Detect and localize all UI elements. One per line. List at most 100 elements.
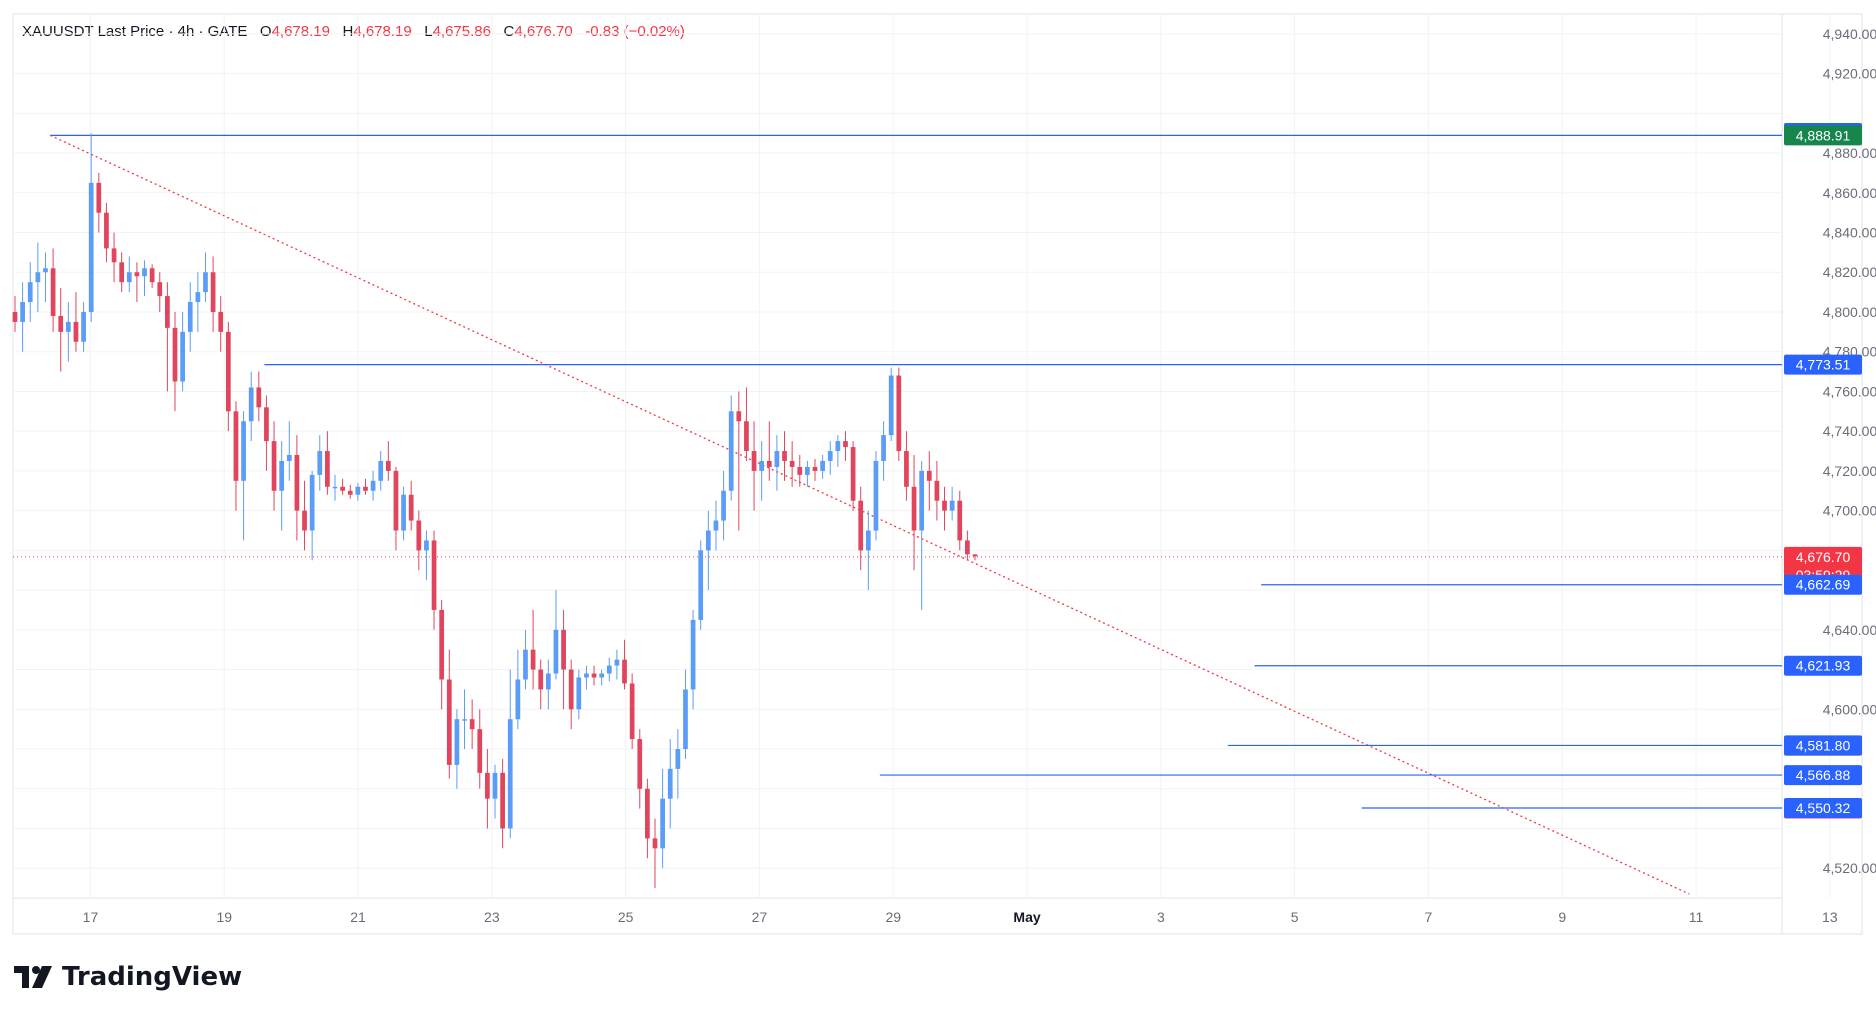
candle-body xyxy=(873,460,879,531)
candle-body xyxy=(538,669,544,690)
candle xyxy=(652,818,658,889)
candle xyxy=(126,256,132,293)
candle-body xyxy=(225,331,231,412)
candle xyxy=(675,729,681,799)
candle xyxy=(248,371,254,442)
candle xyxy=(766,421,772,481)
candle xyxy=(660,768,665,869)
candle-body xyxy=(812,466,818,471)
candle-body xyxy=(363,486,368,491)
candle xyxy=(35,242,41,312)
candle-body xyxy=(462,719,467,721)
price-tick-label: 4,760.00 xyxy=(1823,383,1876,399)
candle xyxy=(20,282,25,352)
time-tick-label: 3 xyxy=(1157,909,1165,925)
candle-body xyxy=(736,411,742,422)
candle xyxy=(485,749,490,829)
candle xyxy=(431,530,437,630)
candle xyxy=(469,699,475,750)
candle xyxy=(705,510,711,591)
candle xyxy=(111,232,117,283)
candle-body xyxy=(637,739,643,789)
candle-body xyxy=(347,490,353,495)
candle xyxy=(865,510,871,591)
symbol-name[interactable]: XAUUSDT Last Price xyxy=(22,23,165,40)
candle xyxy=(347,484,353,499)
candle xyxy=(919,460,925,610)
candle xyxy=(325,431,330,495)
candle xyxy=(629,673,635,750)
candle-body xyxy=(142,268,147,277)
candle-body xyxy=(43,268,48,273)
candle-body xyxy=(523,649,528,680)
chart-header: XAUUSDT Last Price · 4h · GATE O4,678.19… xyxy=(22,23,685,40)
candle xyxy=(355,482,361,501)
candle xyxy=(279,441,285,531)
price-tick-label: 4,720.00 xyxy=(1823,463,1876,479)
candle xyxy=(73,292,79,352)
candle xyxy=(195,272,201,332)
candle xyxy=(690,609,696,710)
candle xyxy=(294,435,300,541)
candle xyxy=(858,486,864,571)
time-tick-label: 27 xyxy=(752,909,768,925)
candle-body xyxy=(728,411,734,491)
candle-body xyxy=(180,331,185,382)
candle-body xyxy=(606,665,612,674)
candle-body xyxy=(332,486,338,489)
candle-body xyxy=(721,490,726,521)
time-tick-label: 25 xyxy=(618,909,634,925)
candle xyxy=(142,260,147,297)
candle-body xyxy=(454,719,460,765)
candle xyxy=(439,600,445,710)
price-tick-label: 4,700.00 xyxy=(1823,503,1876,519)
candle-body xyxy=(393,470,399,531)
candle-body xyxy=(774,451,780,467)
candle-body xyxy=(705,530,711,551)
candle xyxy=(568,659,574,730)
candle xyxy=(172,311,178,412)
candle-body xyxy=(58,315,64,332)
level-tag: 4,566.88 xyxy=(1796,767,1851,783)
candle xyxy=(492,764,498,819)
candle xyxy=(187,282,193,352)
horizontal-levels[interactable] xyxy=(13,134,1782,809)
candle-body xyxy=(294,455,300,511)
candles xyxy=(12,133,978,889)
low-value: 4,675.86 xyxy=(432,23,491,40)
level-tag: 4,581.80 xyxy=(1796,737,1851,753)
trendline[interactable] xyxy=(50,134,1690,895)
candle-body xyxy=(949,500,955,511)
candle xyxy=(317,435,323,491)
candle xyxy=(843,431,848,461)
candle xyxy=(888,367,894,442)
candle xyxy=(165,282,170,392)
candle-body xyxy=(20,302,25,322)
candle xyxy=(309,470,315,561)
time-tick-label: 21 xyxy=(350,909,366,925)
interval[interactable]: 4h xyxy=(177,23,195,40)
candle xyxy=(683,669,688,759)
candle xyxy=(667,739,673,829)
low-label: L xyxy=(424,23,433,40)
time-tick-label: 23 xyxy=(484,909,500,925)
level-tag-bg xyxy=(1784,574,1862,595)
candle xyxy=(88,133,94,322)
candle-body xyxy=(507,719,513,829)
candle-body xyxy=(35,272,41,283)
tradingview-logo[interactable]: TradingView xyxy=(14,962,242,992)
candle xyxy=(12,296,18,332)
candle-body xyxy=(27,282,33,303)
candle-body xyxy=(599,673,605,678)
level-tag: 4,662.69 xyxy=(1796,577,1851,593)
candle-body xyxy=(416,520,422,551)
price-tick-label: 4,880.00 xyxy=(1823,145,1876,161)
level-tag: 4,773.51 xyxy=(1796,357,1851,373)
candle-body xyxy=(911,486,917,531)
candle-body xyxy=(515,679,521,720)
candle-body xyxy=(256,387,262,408)
exchange: GATE xyxy=(207,23,248,40)
change-value: -0.83 xyxy=(585,23,620,40)
candle xyxy=(225,321,231,432)
